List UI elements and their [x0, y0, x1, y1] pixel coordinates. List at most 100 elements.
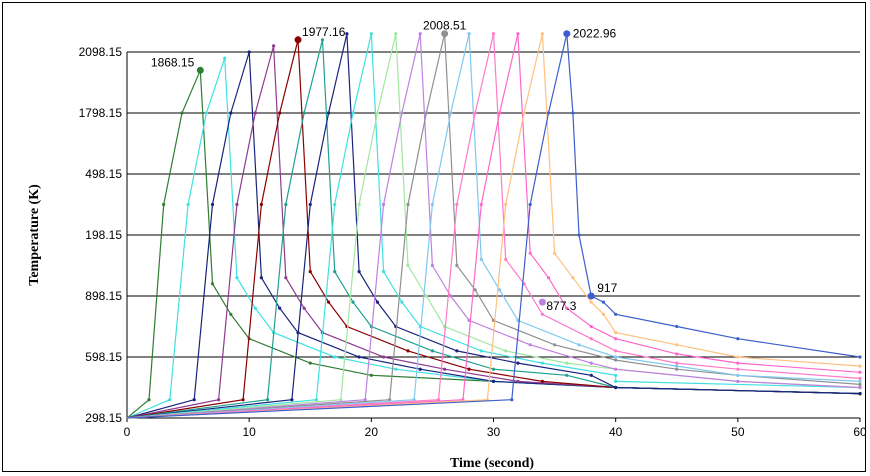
- data-point: [491, 367, 496, 371]
- data-point: [308, 361, 312, 365]
- annotation-label: 917: [597, 281, 617, 295]
- x-tick-label: 10: [242, 425, 256, 439]
- data-point: [247, 50, 251, 54]
- data-point: [168, 398, 172, 402]
- data-point: [675, 324, 679, 329]
- data-point: [308, 202, 312, 207]
- data-point: [858, 379, 862, 383]
- annotation-marker: [538, 298, 546, 306]
- data-point: [858, 364, 862, 368]
- data-point: [614, 349, 618, 353]
- data-point: [528, 343, 532, 347]
- data-point: [546, 111, 551, 115]
- data-point: [339, 398, 343, 402]
- data-point: [565, 361, 569, 365]
- series-line: [126, 39, 861, 419]
- data-point: [406, 263, 410, 268]
- data-point: [418, 367, 422, 371]
- annotation-label: 1977.16: [302, 25, 346, 39]
- data-point: [418, 32, 422, 36]
- data-point: [528, 251, 532, 255]
- data-point: [571, 276, 575, 280]
- data-point: [278, 306, 282, 310]
- data-point: [614, 355, 618, 359]
- data-point: [406, 202, 410, 207]
- data-point: [516, 379, 520, 383]
- data-point: [736, 367, 740, 371]
- data-point: [333, 355, 337, 359]
- data-point: [546, 276, 551, 280]
- data-point: [369, 32, 373, 36]
- data-point: [430, 349, 435, 353]
- data-point: [522, 111, 526, 115]
- data-point: [467, 367, 471, 371]
- data-point: [675, 361, 679, 365]
- data-point: [210, 202, 215, 207]
- data-point: [449, 294, 453, 298]
- data-point: [430, 202, 435, 207]
- data-point: [614, 331, 618, 335]
- data-point: [314, 398, 318, 402]
- data-point: [235, 202, 239, 207]
- data-point: [479, 202, 483, 207]
- data-point: [479, 257, 483, 261]
- y-tick-label: 1798.15: [79, 106, 123, 120]
- data-point: [858, 382, 862, 387]
- x-tick-label: 50: [731, 425, 745, 439]
- series-line: [126, 70, 861, 419]
- data-point: [290, 398, 294, 402]
- data-point: [675, 367, 679, 371]
- data-point: [479, 349, 483, 353]
- data-point: [516, 32, 520, 36]
- data-point: [443, 367, 447, 371]
- data-point: [736, 379, 740, 383]
- annotation-label: 2008.51: [423, 19, 467, 33]
- data-point: [375, 300, 380, 304]
- data-point: [326, 300, 331, 304]
- data-point: [504, 257, 508, 261]
- data-point: [180, 111, 184, 115]
- data-point: [858, 392, 862, 396]
- x-tick-label: 20: [365, 425, 379, 439]
- data-point: [858, 355, 862, 359]
- data-point: [589, 361, 593, 365]
- data-point: [357, 270, 361, 274]
- data-point: [204, 111, 209, 115]
- annotation-marker: [563, 30, 571, 38]
- data-point: [265, 398, 270, 402]
- data-point: [467, 32, 471, 36]
- data-point: [516, 361, 520, 365]
- data-point: [424, 294, 428, 298]
- data-point: [381, 355, 386, 359]
- data-point: [614, 358, 618, 362]
- data-point: [424, 111, 428, 115]
- annotation-marker: [196, 66, 204, 74]
- data-point: [504, 202, 508, 207]
- data-point: [540, 361, 544, 365]
- data-point: [147, 398, 151, 402]
- x-tick-label: 40: [609, 425, 623, 439]
- data-point: [498, 288, 502, 292]
- data-point: [278, 111, 282, 115]
- x-tick-label: 30: [487, 425, 501, 439]
- data-point: [601, 300, 606, 304]
- data-point: [430, 263, 435, 268]
- data-point: [302, 111, 306, 115]
- annotation-label: 1868.15: [151, 55, 195, 69]
- annotation-marker: [294, 36, 302, 44]
- x-tick-label: 0: [124, 425, 131, 439]
- data-point: [235, 276, 239, 280]
- data-point: [565, 306, 569, 310]
- data-point: [565, 373, 569, 377]
- data-point: [473, 111, 477, 115]
- data-point: [491, 379, 496, 383]
- data-point: [455, 349, 459, 353]
- data-point: [284, 276, 288, 280]
- data-point: [455, 202, 459, 207]
- data-point: [614, 379, 618, 383]
- data-point: [400, 300, 404, 304]
- data-point: [394, 367, 398, 371]
- data-point: [259, 276, 263, 280]
- x-axis-label: Time (second): [450, 456, 534, 471]
